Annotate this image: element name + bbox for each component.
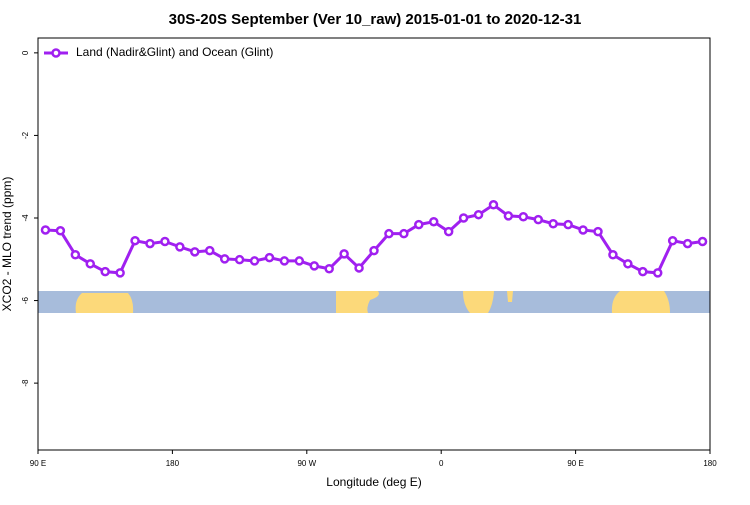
data-point	[294, 256, 305, 266]
x-tick-label: 90 E	[567, 459, 583, 468]
data-point	[264, 252, 275, 263]
data-point	[443, 226, 454, 237]
x-tick-label: 0	[439, 459, 444, 468]
data-point	[204, 245, 215, 256]
data-point	[458, 213, 469, 223]
x-tick-label: 180	[166, 459, 180, 468]
data-point	[70, 249, 81, 260]
data-point	[175, 242, 185, 252]
map-strip	[38, 291, 710, 313]
data-point	[503, 211, 514, 221]
data-point	[219, 254, 230, 264]
data-point	[339, 249, 349, 259]
data-point	[384, 228, 394, 239]
y-axis-label: XCO2 - MLO trend (ppm)	[0, 177, 14, 312]
y-tick-label: -2	[21, 131, 30, 139]
data-point	[190, 247, 200, 257]
y-tick-label: -6	[21, 296, 30, 304]
data-point	[667, 235, 678, 246]
plot-frame	[37, 37, 711, 451]
x-axis-label: Longitude (deg E)	[326, 475, 421, 489]
y-tick-label: -8	[21, 379, 30, 387]
data-point	[399, 228, 409, 239]
y-tick-label: -4	[21, 214, 30, 222]
data-point	[578, 225, 588, 235]
data-point	[279, 256, 290, 266]
data-point	[608, 249, 618, 260]
legend-marker	[51, 48, 61, 58]
data-point	[518, 212, 529, 222]
data-point	[369, 245, 379, 256]
x-tick-label: 90 E	[30, 459, 46, 468]
data-point	[682, 238, 693, 249]
y-tick-label: 0	[21, 50, 30, 55]
data-point	[130, 235, 140, 246]
data-point	[234, 254, 245, 265]
legend-label: Land (Nadir&Glint) and Ocean (Glint)	[76, 45, 273, 59]
data-point	[488, 200, 499, 210]
data-point	[145, 238, 155, 249]
data-point	[354, 263, 364, 273]
data-point	[249, 256, 260, 266]
data-point	[428, 216, 439, 227]
data-point	[160, 236, 170, 247]
data-point	[623, 259, 633, 269]
data-point	[85, 259, 96, 269]
chart-title: 30S-20S September (Ver 10_raw) 2015-01-0…	[169, 11, 582, 28]
series-line	[45, 202, 703, 275]
data-point	[324, 264, 334, 274]
data-point	[548, 219, 558, 229]
data-point	[652, 268, 663, 278]
data-point	[40, 225, 51, 235]
data-point	[473, 209, 484, 220]
data-point	[563, 219, 573, 230]
data-point	[309, 261, 320, 271]
data-point	[115, 268, 125, 278]
x-tick-label: 180	[703, 459, 717, 468]
data-point	[414, 219, 424, 230]
data-point	[697, 236, 708, 247]
data-point	[533, 214, 544, 225]
data-point	[593, 226, 603, 237]
data-point	[100, 266, 110, 277]
data-point	[638, 266, 648, 277]
data-point	[55, 226, 66, 236]
x-tick-label: 90 W	[297, 459, 316, 468]
